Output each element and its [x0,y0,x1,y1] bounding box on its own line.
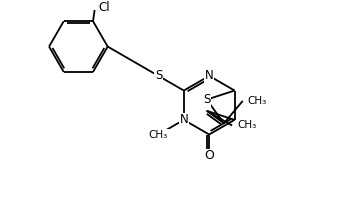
Text: CH₃: CH₃ [149,129,168,140]
Text: N: N [205,69,213,82]
Text: CH₃: CH₃ [248,96,267,106]
Text: S: S [155,69,162,82]
Text: N: N [179,113,188,126]
Text: Cl: Cl [99,1,110,13]
Text: S: S [203,93,210,106]
Text: CH₃: CH₃ [237,120,256,130]
Text: O: O [204,149,214,163]
